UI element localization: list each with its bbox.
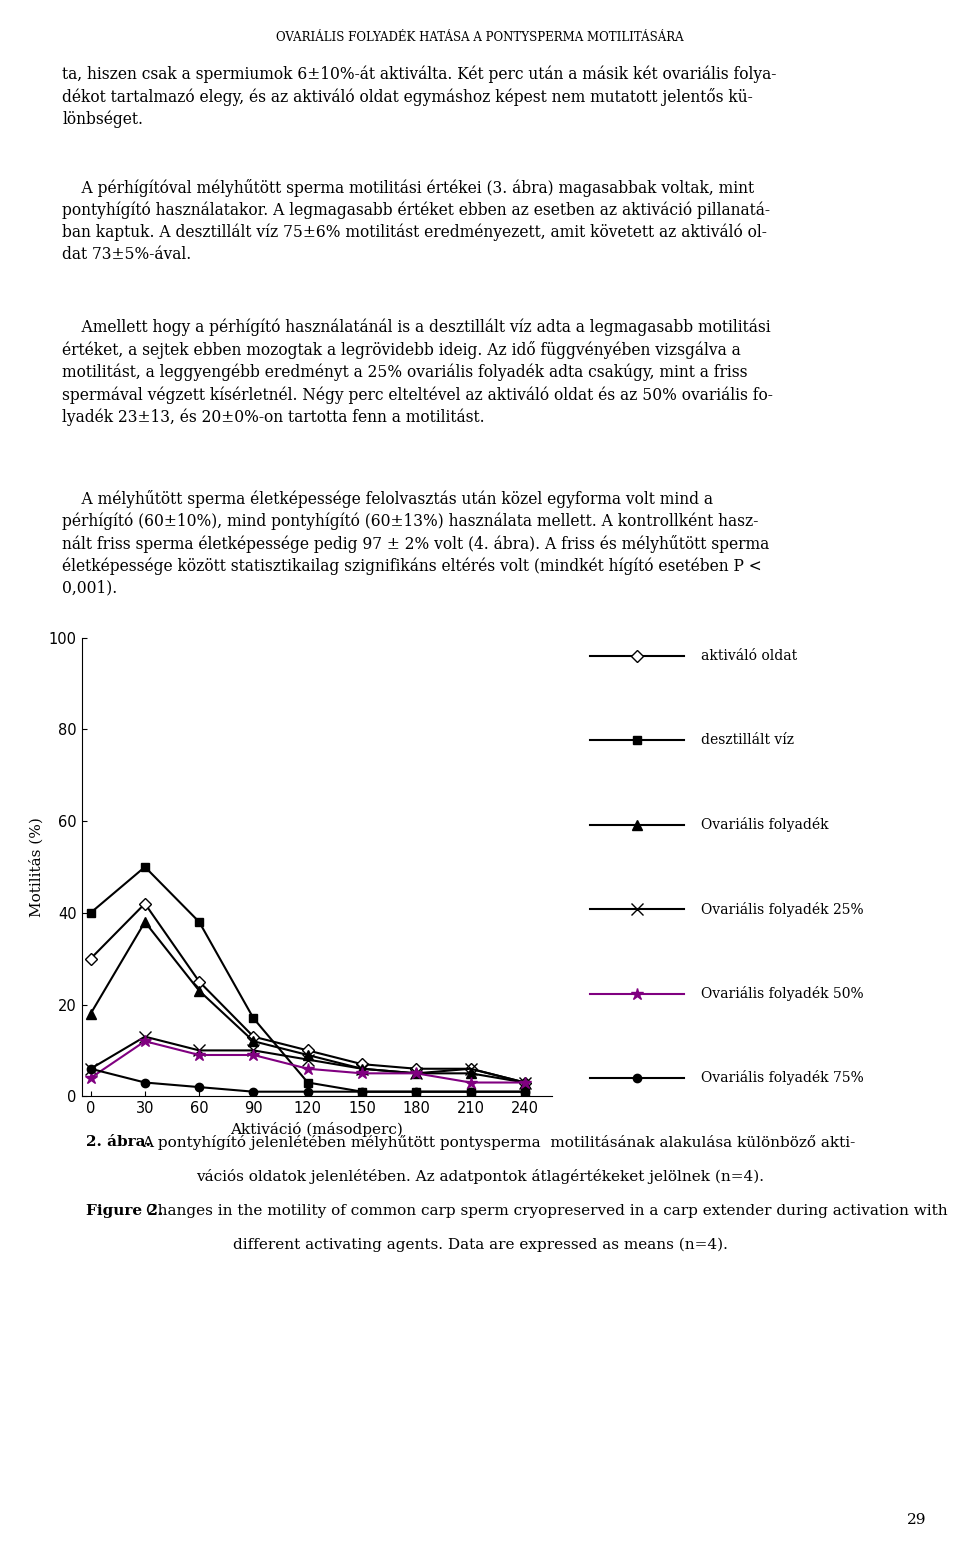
Ovariális folyadék 50%: [84, 1068, 96, 1087]
Text: A mélyhűtött sperma életképessége felolvasztás után közel egyforma volt mind a
p: A mélyhűtött sperma életképessége felolv…: [62, 490, 770, 597]
Ovariális folyadék 50%: [356, 1064, 368, 1082]
Text: different activating agents. Data are expressed as means (n=4).: different activating agents. Data are ex…: [232, 1238, 728, 1252]
desztillált víz: [465, 1082, 476, 1101]
Ovariális folyadék 25%: [302, 1050, 314, 1068]
Text: Ovariális folyadék: Ovariális folyadék: [701, 818, 828, 832]
aktiváló oldat: [356, 1054, 368, 1073]
Ovariális folyadék 50%: [302, 1059, 314, 1078]
aktiváló oldat: [465, 1059, 476, 1078]
Ovariális folyadék 25%: [84, 1059, 96, 1078]
desztillált víz: [411, 1082, 422, 1101]
Ovariális folyadék 50%: [519, 1073, 531, 1092]
desztillált víz: [356, 1082, 368, 1101]
Line: Ovariális folyadék 25%: Ovariális folyadék 25%: [85, 1031, 531, 1088]
Ovariális folyadék 75%: [519, 1082, 531, 1101]
Ovariális folyadék: [411, 1064, 422, 1082]
Ovariális folyadék: [248, 1033, 259, 1051]
Text: ta, hiszen csak a spermiumok 6±10%-át aktiválta. Két perc után a másik két ovari: ta, hiszen csak a spermiumok 6±10%-át ak…: [62, 65, 777, 128]
Ovariális folyadék: [465, 1064, 476, 1082]
Text: OVARIÁLIS FOLYADÉK HATÁSA A PONTYSPERMA MOTILITÁSÁRA: OVARIÁLIS FOLYADÉK HATÁSA A PONTYSPERMA …: [276, 31, 684, 44]
Line: desztillált víz: desztillált víz: [86, 863, 529, 1096]
Ovariális folyadék 25%: [193, 1042, 205, 1061]
Ovariális folyadék 50%: [193, 1045, 205, 1064]
aktiváló oldat: [193, 972, 205, 991]
Text: Changes in the motility of common carp sperm cryopreserved in a carp extender du: Changes in the motility of common carp s…: [146, 1204, 948, 1218]
Line: Ovariális folyadék 50%: Ovariális folyadék 50%: [84, 1036, 531, 1088]
desztillált víz: [84, 903, 96, 922]
Ovariális folyadék 25%: [356, 1059, 368, 1078]
Y-axis label: Motilitás (%): Motilitás (%): [29, 816, 43, 917]
Ovariális folyadék 75%: [411, 1082, 422, 1101]
X-axis label: Aktiváció (másodperc): Aktiváció (másodperc): [230, 1121, 403, 1137]
Text: aktiváló oldat: aktiváló oldat: [701, 648, 798, 662]
Ovariális folyadék 75%: [84, 1059, 96, 1078]
Ovariális folyadék 25%: [519, 1073, 531, 1092]
Ovariális folyadék 25%: [465, 1059, 476, 1078]
Text: Figure 2.: Figure 2.: [86, 1204, 163, 1218]
Ovariális folyadék 25%: [139, 1028, 151, 1047]
Text: 29: 29: [907, 1513, 926, 1527]
Ovariális folyadék: [193, 981, 205, 1000]
Ovariális folyadék 75%: [356, 1082, 368, 1101]
Text: 2. ábra.: 2. ábra.: [86, 1135, 152, 1149]
Ovariális folyadék 50%: [465, 1073, 476, 1092]
aktiváló oldat: [248, 1028, 259, 1047]
aktiváló oldat: [411, 1059, 422, 1078]
Ovariális folyadék: [302, 1045, 314, 1064]
Ovariális folyadék 75%: [302, 1082, 314, 1101]
Text: Ovariális folyadék 75%: Ovariális folyadék 75%: [701, 1070, 864, 1085]
desztillált víz: [193, 913, 205, 931]
Text: Ovariális folyadék 25%: Ovariális folyadék 25%: [701, 902, 864, 916]
Ovariális folyadék 50%: [248, 1045, 259, 1064]
Line: Ovariális folyadék: Ovariális folyadék: [85, 917, 530, 1087]
Ovariális folyadék: [356, 1059, 368, 1078]
Text: A pontyhígító jelenlétében mélyhűtött pontysperma  motilitásának alakulása külön: A pontyhígító jelenlétében mélyhűtött po…: [142, 1135, 855, 1151]
desztillált víz: [248, 1009, 259, 1028]
desztillált víz: [139, 858, 151, 877]
aktiváló oldat: [139, 894, 151, 913]
Line: Ovariális folyadék 75%: Ovariális folyadék 75%: [86, 1065, 529, 1096]
Ovariális folyadék 75%: [465, 1082, 476, 1101]
Ovariális folyadék 50%: [411, 1064, 422, 1082]
desztillált víz: [519, 1082, 531, 1101]
Ovariális folyadék 25%: [411, 1064, 422, 1082]
Text: Amellett hogy a pérhígító használatánál is a desztillált víz adta a legmagasabb : Amellett hogy a pérhígító használatánál …: [62, 319, 773, 426]
Text: A pérhígítóval mélyhűtött sperma motilitási értékei (3. ábra) magasabbak voltak,: A pérhígítóval mélyhűtött sperma motilit…: [62, 179, 770, 263]
Ovariális folyadék 25%: [248, 1042, 259, 1061]
Ovariális folyadék: [519, 1073, 531, 1092]
Ovariális folyadék: [84, 1005, 96, 1023]
Text: Ovariális folyadék 50%: Ovariális folyadék 50%: [701, 986, 864, 1001]
aktiváló oldat: [302, 1042, 314, 1061]
desztillált víz: [302, 1073, 314, 1092]
Ovariális folyadék 50%: [139, 1033, 151, 1051]
aktiváló oldat: [84, 949, 96, 967]
Text: vációs oldatok jelenlétében. Az adatpontok átlagértékeket jelölnek (n=4).: vációs oldatok jelenlétében. Az adatpont…: [196, 1169, 764, 1185]
Line: aktiváló oldat: aktiváló oldat: [86, 899, 529, 1087]
Ovariális folyadék 75%: [139, 1073, 151, 1092]
Ovariális folyadék: [139, 913, 151, 931]
aktiváló oldat: [519, 1073, 531, 1092]
Text: desztillált víz: desztillált víz: [701, 734, 794, 748]
Ovariális folyadék 75%: [248, 1082, 259, 1101]
Ovariális folyadék 75%: [193, 1078, 205, 1096]
